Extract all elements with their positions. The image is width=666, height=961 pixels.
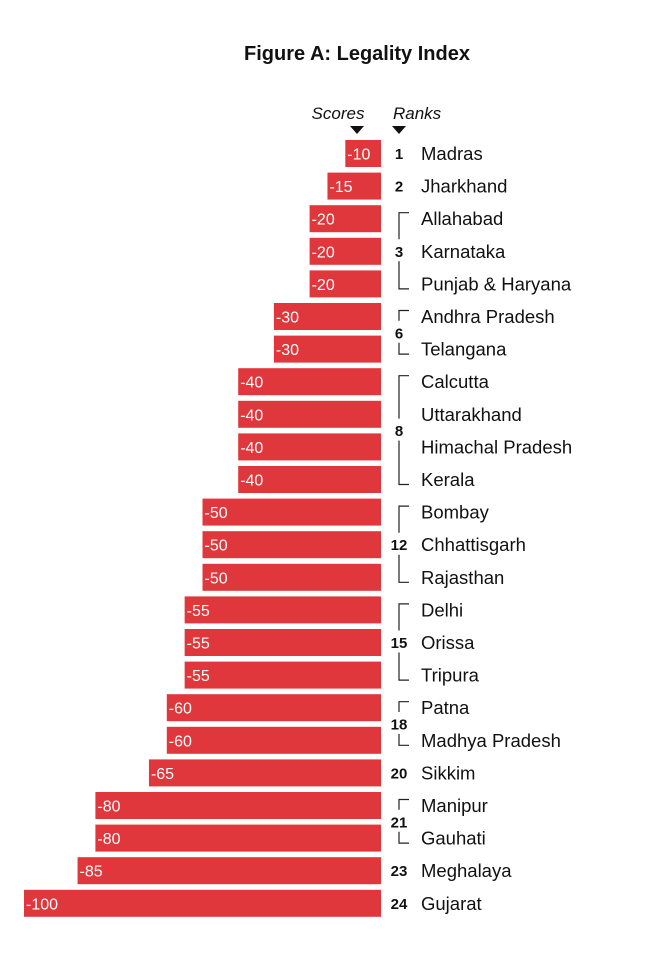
row-name-label: Allahabad (421, 208, 503, 229)
bar-value-label: -50 (205, 570, 228, 587)
bar-value-label: -60 (169, 701, 192, 718)
bar-value-label: -30 (276, 342, 299, 359)
bar-value-label: -20 (312, 212, 335, 229)
bar (238, 466, 381, 493)
rank-label: 12 (391, 537, 408, 554)
bar (309, 237, 381, 265)
bar (309, 270, 381, 298)
bar-value-label: -65 (151, 766, 174, 783)
bar-value-label: -85 (80, 864, 103, 881)
rank-label: 24 (391, 896, 408, 913)
scores-arrow-icon (350, 126, 364, 134)
bar (327, 172, 381, 200)
bar (273, 335, 381, 363)
bar-value-label: -40 (240, 407, 263, 424)
ranks-group: Madras Jharkhand Allahabad Karnataka Punjab … (391, 143, 573, 914)
bar-value-label: -60 (169, 733, 192, 750)
bar-value-label: -55 (187, 636, 210, 653)
row-name-label: Madras (421, 143, 483, 164)
row-name-label: Meghalaya (421, 860, 512, 881)
bar (95, 792, 382, 819)
bar (166, 726, 381, 754)
bar (184, 661, 381, 689)
row-name-label: Rajasthan (421, 567, 504, 588)
ranks-arrow-icon (392, 126, 406, 134)
bar-value-label: -55 (187, 668, 210, 685)
bar-value-label: -80 (97, 831, 120, 848)
bar (309, 205, 381, 233)
bar (166, 694, 381, 722)
bar-value-label: -10 (347, 147, 370, 164)
bar-value-label: -100 (26, 896, 58, 913)
bar-value-label: -30 (276, 310, 299, 327)
bar-value-label: -40 (240, 440, 263, 457)
bar (202, 563, 381, 591)
row-name-label: Andhra Pradesh (421, 306, 555, 327)
bar (273, 303, 381, 330)
bar-value-label: -50 (205, 505, 228, 522)
chart-title: Figure A: Legality Index (244, 43, 470, 65)
row-name-label: Calcutta (421, 371, 490, 392)
rank-label: 15 (391, 635, 408, 652)
row-name-label: Gujarat (421, 893, 482, 914)
ranks-header: Ranks (393, 104, 442, 123)
bar (202, 498, 381, 526)
row-name-label: Sikkim (421, 762, 475, 783)
bar (184, 629, 381, 656)
rank-label: 23 (391, 863, 408, 880)
rank-bracket (398, 309, 409, 355)
bars-group: -10 -15 -20 -20 -20 -30 -30 -40 -40 -40 -40 -50 -50 -… (24, 140, 382, 917)
row-name-label: Gauhati (421, 828, 486, 849)
bar-value-label: -40 (240, 473, 263, 490)
row-name-label: Kerala (421, 469, 475, 490)
bar (95, 824, 382, 852)
rank-label: 1 (395, 146, 403, 163)
rank-label: 2 (395, 179, 403, 196)
bar-value-label: -80 (97, 799, 120, 816)
rank-label: 20 (391, 765, 408, 782)
row-name-label: Manipur (421, 795, 488, 816)
rank-label: 6 (395, 325, 403, 342)
bar (24, 889, 381, 917)
rank-bracket (398, 798, 409, 844)
bar (202, 531, 381, 559)
row-name-label: Punjab & Haryana (421, 273, 572, 294)
row-name-label: Karnataka (421, 241, 506, 262)
rank-label: 8 (395, 423, 403, 440)
bar (345, 140, 381, 167)
bar-value-label: -20 (312, 277, 335, 294)
bar-value-label: -55 (187, 603, 210, 620)
bar (184, 596, 381, 624)
row-name-label: Himachal Pradesh (421, 436, 572, 457)
row-name-label: Delhi (421, 599, 463, 620)
rank-label: 3 (395, 244, 403, 261)
rank-bracket (398, 212, 409, 290)
bar (238, 368, 381, 396)
row-name-label: Bombay (421, 502, 490, 523)
bar-value-label: -15 (329, 179, 352, 196)
bar-value-label: -40 (240, 375, 263, 392)
row-name-label: Orissa (421, 632, 475, 653)
row-name-label: Chhattisgarh (421, 534, 526, 555)
rank-label: 18 (391, 717, 408, 734)
row-name-label: Telangana (421, 339, 507, 360)
row-name-label: Patna (421, 697, 470, 718)
row-name-label: Jharkhand (421, 176, 507, 197)
rank-bracket (398, 701, 409, 746)
bar-value-label: -20 (312, 244, 335, 261)
bar-value-label: -50 (205, 538, 228, 555)
scores-header: Scores (312, 104, 365, 123)
bar (238, 400, 381, 428)
bar (238, 433, 381, 461)
bar (77, 857, 382, 885)
rank-bracket (398, 505, 409, 583)
row-name-label: Tripura (421, 665, 480, 686)
rank-label: 21 (391, 814, 408, 831)
rank-bracket (398, 603, 409, 681)
bar (148, 759, 381, 787)
rank-bracket (398, 375, 409, 486)
row-name-label: Uttarakhand (421, 404, 522, 425)
row-name-label: Madhya Pradesh (421, 730, 561, 751)
